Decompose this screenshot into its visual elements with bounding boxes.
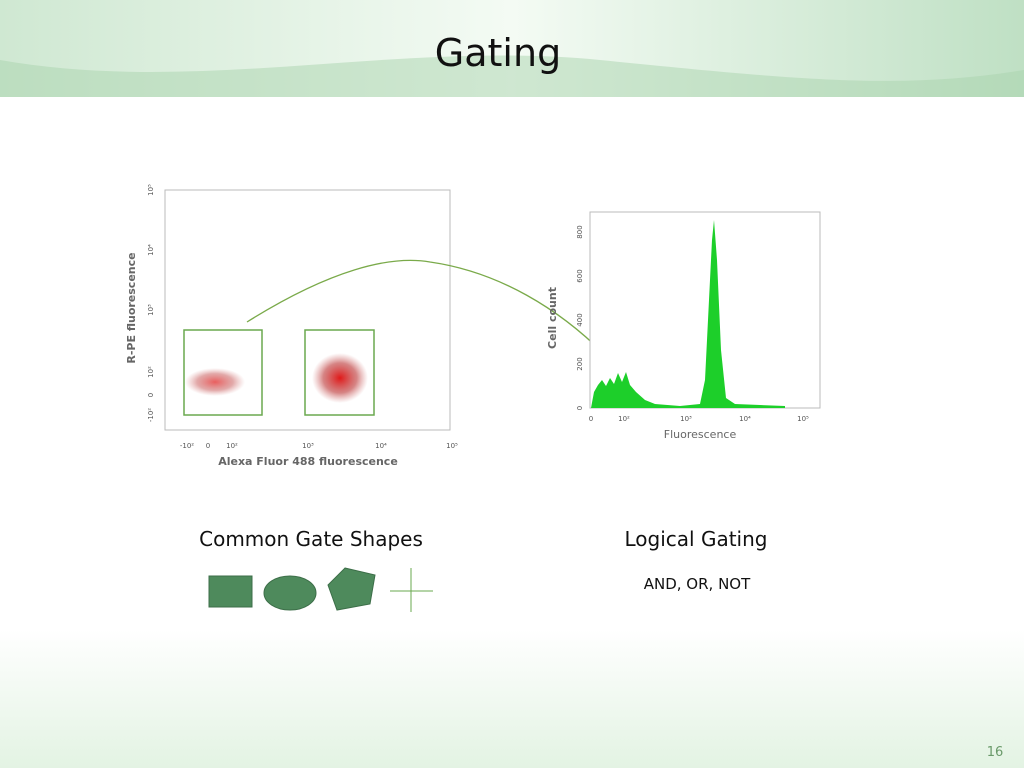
histogram-area	[591, 220, 785, 408]
x-tick-label: 10²	[226, 442, 238, 450]
x-tick-label: 10⁴	[739, 415, 751, 423]
x-tick-label: 10³	[680, 415, 692, 423]
ellipse-shape	[263, 575, 317, 611]
x-tick-label: 10²	[618, 415, 630, 423]
scatter-y-ticks: 10⁵ 10⁴ 10³ 10² 0 -10²	[147, 184, 155, 422]
x-tick-label: 10⁵	[446, 442, 458, 450]
gate-rectangle	[183, 329, 263, 416]
x-tick-label: 10³	[302, 442, 314, 450]
y-tick-label: 800	[576, 225, 584, 238]
hist-y-ticks: 0 200 400 600 800	[576, 225, 584, 410]
x-axis-title: Alexa Fluor 488 fluorescence	[218, 455, 398, 468]
y-tick-label: 10³	[147, 304, 155, 316]
x-tick-label: 0	[589, 415, 593, 423]
histogram-frame	[589, 211, 821, 409]
logic-operators: AND, OR, NOT	[644, 575, 751, 593]
gate-rectangle	[304, 329, 375, 416]
x-tick-label: 10⁴	[375, 442, 387, 450]
y-tick-label: -10²	[147, 408, 155, 422]
y-tick-label: 0	[147, 393, 155, 397]
slide-title: Gating	[435, 31, 561, 75]
arrow	[246, 259, 604, 354]
footer-band	[0, 630, 1024, 768]
y-axis-title: R-PE fluorescence	[125, 252, 138, 363]
y-axis-title: Cell count	[546, 287, 559, 349]
section-heading: Logical Gating	[625, 527, 768, 551]
scatter-cluster	[185, 368, 245, 396]
scatter-x-ticks: -10² 0 10² 10³ 10⁴ 10⁵	[180, 442, 458, 450]
rectangle-shape	[208, 575, 253, 608]
section-heading: Common Gate Shapes	[199, 527, 423, 551]
y-tick-label: 200	[576, 357, 584, 370]
hist-x-ticks: 0 10² 10³ 10⁴ 10⁵	[589, 415, 809, 423]
x-tick-label: 0	[206, 442, 210, 450]
polygon-shape	[327, 567, 376, 611]
y-tick-label: 600	[576, 269, 584, 282]
y-tick-label: 0	[576, 406, 584, 410]
x-axis-title: Fluorescence	[664, 428, 737, 441]
header-wave	[0, 55, 1024, 97]
scatter-cluster	[312, 353, 368, 403]
x-tick-label: 10⁵	[797, 415, 809, 423]
y-tick-label: 400	[576, 313, 584, 326]
y-tick-label: 10⁴	[147, 244, 155, 256]
y-tick-label: 10²	[147, 366, 155, 378]
x-tick-label: -10²	[180, 442, 194, 450]
y-tick-label: 10⁵	[147, 184, 155, 196]
page-number: 16	[987, 745, 1004, 760]
